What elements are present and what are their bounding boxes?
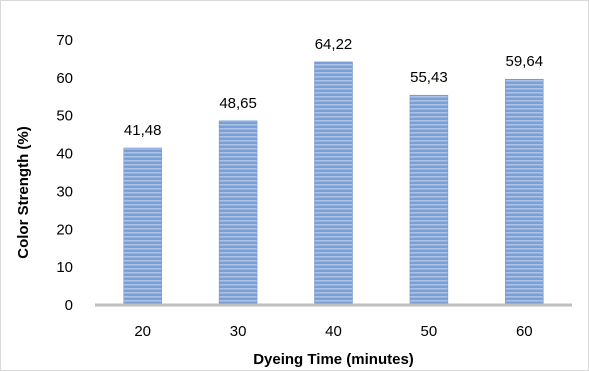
x-tick-label: 20 (134, 323, 151, 340)
y-tick-label: 50 (56, 108, 73, 125)
x-tick-label: 30 (230, 323, 247, 340)
bar (314, 61, 353, 306)
bar-value-label: 41,48 (124, 122, 162, 139)
bar (218, 120, 258, 306)
x-tick-label: 50 (421, 323, 438, 340)
x-tick-label: 60 (516, 323, 533, 340)
x-axis-ticks: 20 30 40 50 60 (134, 323, 532, 340)
bar-value-label: 48,65 (219, 95, 257, 112)
bar-value-label: 64,22 (315, 36, 353, 53)
y-tick-label: 30 (56, 183, 73, 200)
y-tick-label: 70 (56, 32, 73, 49)
bar-value-label: 55,43 (410, 69, 448, 86)
y-axis-title: Color Strength (%) (15, 126, 32, 259)
y-tick-label: 20 (56, 221, 73, 238)
x-tick-label: 40 (325, 323, 342, 340)
bar-value-label: 59,64 (506, 53, 544, 70)
y-tick-label: 60 (56, 70, 73, 87)
x-axis-title: Dyeing Time (minutes) (253, 351, 414, 368)
y-tick-label: 40 (56, 146, 73, 163)
bar (409, 94, 449, 306)
bars (123, 61, 544, 306)
y-tick-label: 0 (65, 297, 73, 314)
bar (505, 78, 544, 306)
bar (123, 147, 162, 306)
y-tick-label: 10 (56, 259, 73, 276)
y-axis-ticks: 0 10 20 30 40 50 60 70 (56, 32, 73, 314)
data-labels: 41,48 48,65 64,22 55,43 59,64 (124, 36, 543, 139)
